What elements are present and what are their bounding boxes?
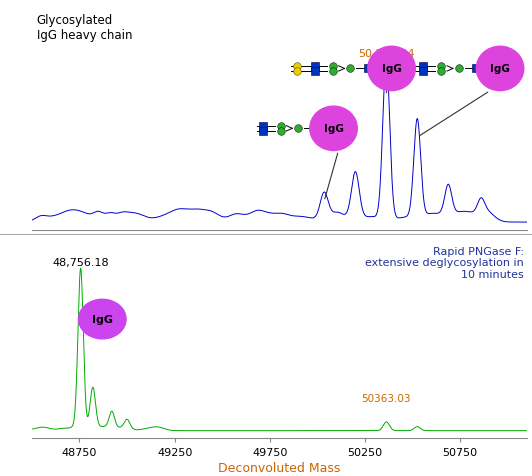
- Text: IgG: IgG: [490, 64, 510, 74]
- Text: 50363.03: 50363.03: [362, 393, 411, 403]
- Text: Glycosylated
IgG heavy chain: Glycosylated IgG heavy chain: [37, 14, 132, 42]
- Text: IgG: IgG: [381, 64, 402, 74]
- Text: IgG: IgG: [323, 124, 344, 134]
- Ellipse shape: [476, 47, 524, 91]
- X-axis label: Deconvoluted Mass: Deconvoluted Mass: [218, 461, 340, 474]
- Text: Rapid PNGase F:
extensive deglycosylation in
10 minutes: Rapid PNGase F: extensive deglycosylatio…: [365, 246, 524, 279]
- Ellipse shape: [368, 47, 415, 91]
- Text: 50,362.84: 50,362.84: [358, 49, 414, 59]
- Text: IgG: IgG: [92, 315, 113, 324]
- Text: 48,756.18: 48,756.18: [52, 258, 109, 268]
- Ellipse shape: [79, 300, 126, 339]
- Ellipse shape: [310, 107, 358, 151]
